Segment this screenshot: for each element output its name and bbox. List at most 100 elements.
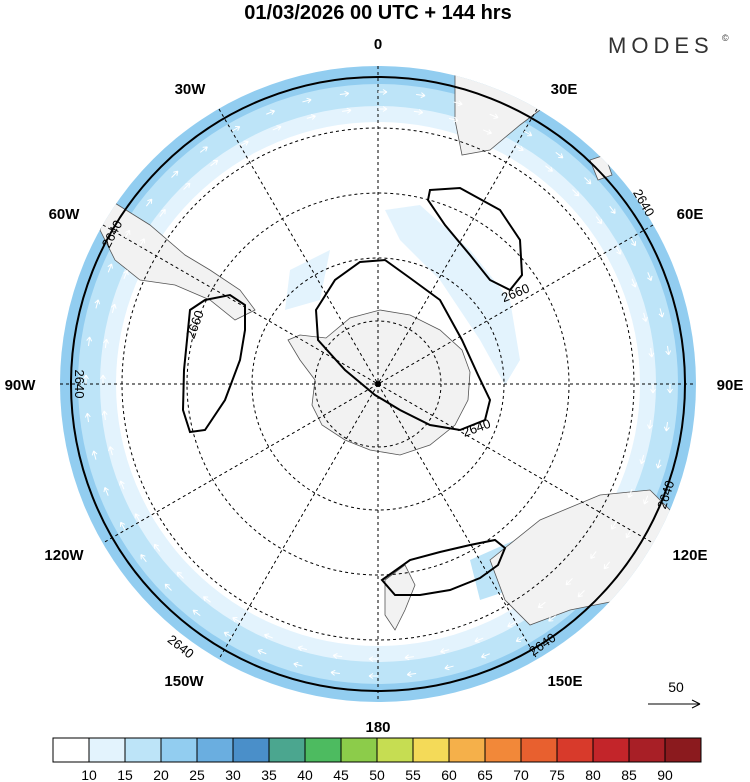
lon-label-150w: 150W	[164, 673, 204, 690]
wind-arrow	[297, 645, 307, 652]
wind-arrow	[483, 129, 492, 135]
reference-vector-label: 50	[668, 679, 684, 695]
wind-arrow	[210, 159, 219, 167]
wind-arrow	[444, 664, 454, 671]
lon-label-60e: 60E	[677, 206, 704, 223]
wind-arrow	[100, 374, 106, 384]
lon-label-150e: 150E	[547, 673, 582, 690]
wind-arrow	[515, 636, 525, 643]
wind-arrow	[91, 450, 98, 460]
wind-arrow	[119, 521, 126, 531]
colorbar-tick-label: 15	[117, 767, 133, 782]
colorbar-tick-label: 10	[81, 767, 97, 782]
lon-label-30w: 30W	[175, 81, 207, 98]
wind-arrow	[523, 130, 533, 137]
wind-arrow	[643, 495, 649, 505]
lon-label-180: 180	[365, 719, 390, 736]
new-zealand	[384, 564, 416, 631]
lon-label-120w: 120W	[44, 547, 84, 564]
contour-2660-west-high	[181, 293, 246, 434]
wind-arrow	[548, 615, 557, 622]
contour-2640-polar	[314, 258, 492, 432]
wind-arrow	[595, 216, 603, 225]
colorbar-swatch	[88, 737, 126, 763]
wind-arrow	[240, 140, 249, 147]
colorbar-tick-label: 20	[153, 767, 169, 782]
wind-arrow	[368, 673, 378, 679]
wind-arrow	[232, 616, 241, 623]
lon-label-30e: 30E	[551, 81, 578, 98]
colorbar-tick-label: 45	[333, 767, 349, 782]
wind-arrow	[199, 146, 208, 153]
colorbar-tick-label: 50	[369, 767, 385, 782]
latitude-circle-60	[186, 192, 570, 576]
colorbar-swatch	[592, 737, 630, 763]
colorbar-tick-label: 30	[225, 767, 241, 782]
contour-2640-outer	[70, 76, 686, 692]
south-pole-marker	[375, 381, 381, 387]
colorbar-swatch	[448, 737, 486, 763]
colorbar-swatch	[304, 737, 342, 763]
colorbar-tick-label: 55	[405, 767, 421, 782]
height-contours	[70, 76, 686, 692]
wind-arrow	[406, 671, 417, 678]
colorbar-swatch	[268, 737, 306, 763]
lon-label-120e: 120E	[672, 547, 707, 564]
wind-arrow	[192, 609, 201, 617]
wind-arrow	[272, 125, 282, 131]
wind-arrow	[413, 109, 424, 115]
colorbar-swatch	[484, 737, 522, 763]
contour-2660-east-high	[426, 186, 524, 292]
brand-logo: MODES	[608, 33, 714, 58]
lon-label-0: 0	[374, 36, 382, 53]
latitude-circle-50	[121, 127, 635, 641]
wind-arrow	[83, 374, 89, 384]
longitude-labels: 0 30E 60E 90E 120E 150E 180 150W 120W 90…	[5, 36, 744, 736]
wind-arrow	[537, 601, 546, 609]
wind-arrow	[416, 92, 426, 99]
wind-arrow	[94, 299, 101, 309]
wind-arrow	[231, 125, 241, 132]
wind-arrow	[404, 654, 414, 661]
colorbar-swatch	[556, 737, 594, 763]
meridian-60w-120e	[102, 224, 654, 544]
wind-arrow	[139, 238, 146, 247]
wind-arrow	[610, 521, 617, 530]
wind-arrow	[440, 648, 450, 654]
colorbar-swatch	[160, 737, 198, 763]
wind-arrow	[103, 338, 109, 349]
wind-arrow	[202, 596, 211, 603]
colorbar-tick-label: 90	[657, 767, 673, 782]
wind-arrow	[378, 89, 388, 95]
wind-arrow	[339, 90, 350, 97]
wind-arrow	[625, 529, 632, 539]
wind-arrow	[145, 198, 153, 207]
south-america	[99, 199, 256, 321]
wind-arrow	[658, 308, 665, 318]
wind-arrow	[302, 97, 312, 104]
contour-south-high	[380, 538, 507, 596]
wind-arrow	[108, 446, 114, 456]
colorbar-swatch	[340, 737, 378, 763]
colorbar-swatch	[520, 737, 558, 763]
wind-arrow	[183, 182, 191, 190]
wind-arrow	[584, 177, 592, 185]
colorbar-swatch	[628, 737, 666, 763]
colorbar-swatch	[196, 737, 234, 763]
wind-arrow	[266, 109, 275, 115]
colorbar-tick-label: 75	[549, 767, 565, 782]
wind-arrow	[306, 114, 316, 120]
wind-arrow	[378, 106, 388, 112]
wind-arrow	[257, 649, 267, 655]
brand-copyright-mark: ©	[722, 33, 729, 43]
wind-arrow	[555, 151, 564, 159]
wind-arrow	[140, 554, 147, 563]
wind-arrow	[650, 384, 656, 394]
wind-arrow	[631, 278, 637, 288]
wind-arrow	[565, 578, 573, 586]
wind-arrow	[86, 336, 93, 346]
lon-label-90w: 90W	[5, 377, 37, 394]
map-title: 01/03/2026 00 UTC + 144 hrs	[244, 2, 511, 24]
colorbar-tick-label: 25	[189, 767, 205, 782]
wind-arrow	[481, 653, 490, 659]
